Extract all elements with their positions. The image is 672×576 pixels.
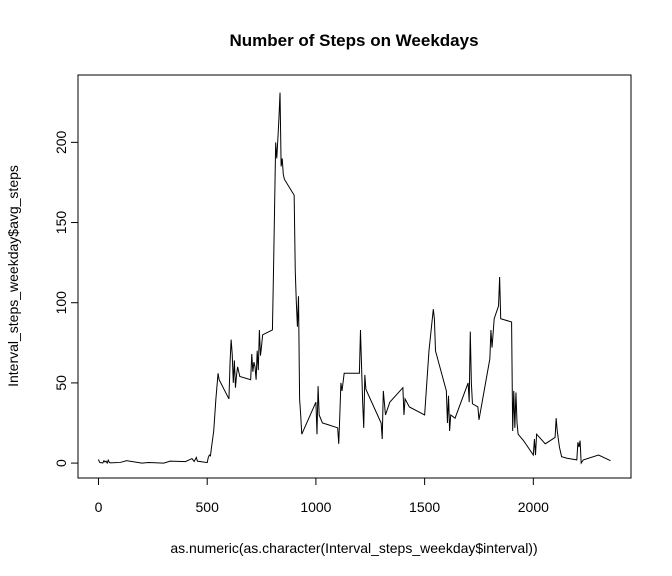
y-tick-label: 200 (53, 130, 69, 154)
y-tick-label: 50 (53, 375, 69, 391)
x-tick-label: 500 (196, 499, 220, 515)
x-tick-label: 0 (95, 499, 103, 515)
data-line (98, 92, 611, 465)
y-tick-label: 0 (53, 459, 69, 467)
x-axis-label: as.numeric(as.character(Interval_steps_w… (170, 540, 537, 556)
y-axis-label: Interval_steps_weekday$avg_steps (5, 165, 21, 387)
x-tick-label: 1000 (300, 499, 331, 515)
y-tick-label: 150 (53, 211, 69, 235)
x-tick-label: 2000 (518, 499, 549, 515)
chart-title: Number of Steps on Weekdays (229, 31, 478, 50)
plot-frame (77, 74, 632, 479)
y-tick-label: 100 (53, 291, 69, 315)
x-tick-label: 1500 (409, 499, 440, 515)
